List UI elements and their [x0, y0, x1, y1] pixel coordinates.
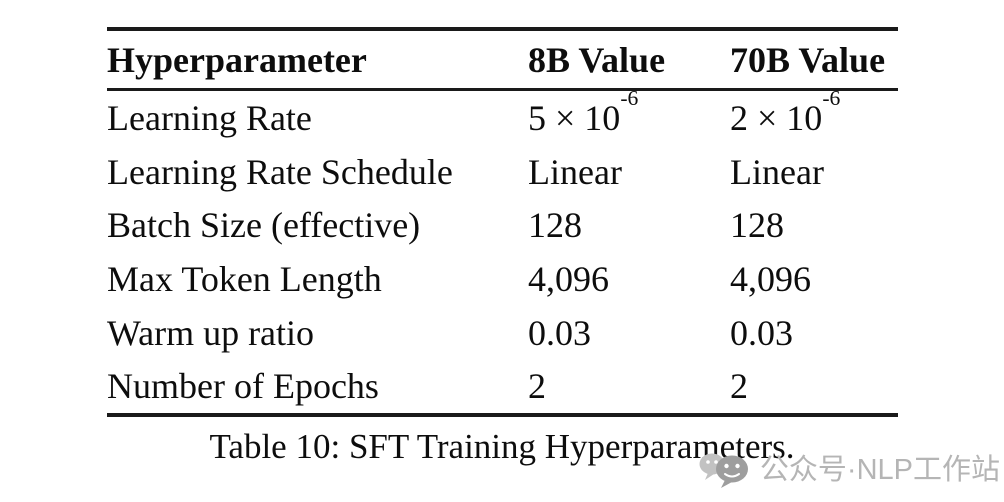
- value-70b: 2 × 10-6: [730, 87, 898, 138]
- header-hyperparameter: Hyperparameter: [107, 39, 367, 80]
- value-8b: Linear: [528, 151, 622, 192]
- table-top-rule: [107, 27, 898, 31]
- value-exponent: -6: [620, 85, 639, 110]
- param-label: Batch Size (effective): [107, 205, 421, 246]
- hyperparameter-table: Hyperparameter 8B Value 70B Value Learni…: [107, 27, 898, 418]
- value-70b: Linear: [730, 151, 824, 192]
- value-8b: 4,096: [528, 258, 609, 299]
- value-8b: 128: [528, 205, 582, 246]
- value-8b: 2: [528, 366, 546, 407]
- param-label: Warm up ratio: [107, 312, 315, 353]
- value-8b: 0.03: [528, 312, 591, 353]
- value-base: 5 × 10: [528, 97, 621, 138]
- value-base: 2 × 10: [730, 97, 823, 138]
- value-8b: 5 × 10-6: [528, 87, 730, 138]
- table-row-warmup-ratio: Warm up ratio 0.03 0.03: [107, 306, 898, 360]
- table-row-num-epochs: Number of Epochs 2 2: [107, 359, 898, 413]
- value-exponent: -6: [822, 85, 841, 110]
- param-label: Learning Rate: [107, 97, 312, 138]
- value-70b: 4,096: [730, 258, 811, 299]
- table-header-rule: [107, 88, 898, 91]
- table-row-lr-schedule: Learning Rate Schedule Linear Linear: [107, 145, 898, 199]
- table-row-batch-size: Batch Size (effective) 128 128: [107, 198, 898, 252]
- table-row-max-token-length: Max Token Length 4,096 4,096: [107, 252, 898, 306]
- wechat-icon: [699, 453, 748, 488]
- header-8b-value: 8B Value: [528, 39, 666, 80]
- header-70b-value: 70B Value: [730, 39, 886, 80]
- param-label: Learning Rate Schedule: [107, 151, 453, 192]
- watermark: 公众号·NLP工作站: [699, 447, 1000, 493]
- table-header-row: Hyperparameter 8B Value 70B Value: [107, 31, 898, 88]
- table-caption: Table 10: SFT Training Hyperparameters.: [209, 427, 795, 466]
- param-label: Number of Epochs: [107, 366, 379, 407]
- param-label: Max Token Length: [107, 258, 382, 299]
- table-bottom-rule: [107, 413, 898, 418]
- value-70b: 0.03: [730, 312, 793, 353]
- table-row-learning-rate: Learning Rate 5 × 10-6 2 × 10-6: [107, 87, 898, 145]
- value-70b: 128: [730, 205, 784, 246]
- watermark-text: 公众号·NLP工作站: [759, 453, 1000, 486]
- value-70b: 2: [730, 366, 748, 407]
